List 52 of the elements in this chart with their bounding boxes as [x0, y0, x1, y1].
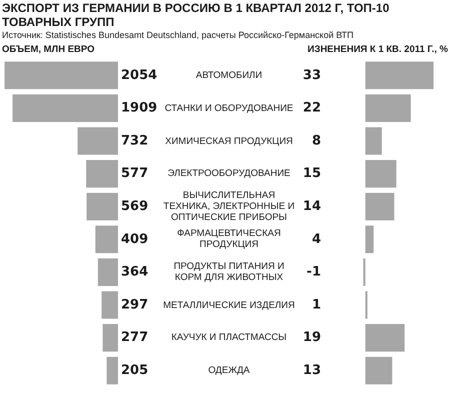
bar: [365, 226, 374, 254]
bar: [102, 324, 118, 352]
bar: [365, 356, 392, 384]
data-label: 1: [312, 297, 321, 312]
x-axis-title: ОБЪЕМ, МЛН ЕВРО: [2, 44, 95, 57]
bar: [86, 160, 118, 188]
data-label: 2054: [121, 68, 158, 83]
bar: [86, 192, 118, 220]
bar: [365, 94, 411, 122]
data-label: 33: [302, 68, 321, 83]
data-label: 732: [121, 133, 148, 148]
bar: [365, 160, 396, 188]
bar: [102, 291, 118, 319]
y-tick-label: КАУЧУК И ПЛАСТМАССЫ: [170, 332, 288, 344]
data-label: 1909: [121, 100, 158, 116]
y-tick-label: ПРОДУКТЫ ПИТАНИЯ И КОРМ ДЛЯ ЖИВОТНЫХ: [172, 261, 286, 284]
y-tick-label: ХИМИЧЕСКАЯ ПРОДУКЦИЯ: [164, 136, 294, 146]
bar: [12, 94, 118, 122]
y-tick-label: СТАНКИ И ОБОРУДОВАНИЕ: [164, 102, 294, 114]
data-label: 8: [312, 133, 321, 148]
data-label: 13: [302, 362, 321, 378]
data-label: 14: [302, 198, 321, 214]
y-tick-label: ЭЛЕКТРООБОРУДОВАНИЕ: [166, 168, 292, 180]
bar: [365, 192, 394, 220]
bar: [4, 62, 118, 90]
y-tick-label: ОДЕЖДА: [207, 365, 251, 376]
bar: [365, 127, 382, 155]
y-tick-label: АВТОМОБИЛИ: [194, 70, 264, 81]
text: ЭКСПОРТ ИЗ ГЕРМАНИИ В РОССИЮ В 1 КВАРТАЛ 2012 Г, ТОП-10 ТОВАРНЫХ ГРУПП: [2, 1, 390, 29]
bar: [98, 258, 118, 286]
data-label: 22: [302, 100, 321, 116]
bar: [78, 127, 118, 155]
data-label: 277: [121, 330, 148, 346]
bar: [365, 62, 434, 90]
y-tick-label: ВЫЧИСЛИТЕЛЬНАЯ ТЕХНИКА, ЭЛЕКТРОННЫЕ И ОПТИЧЕСКИЕ ПРИБОРЫ: [162, 190, 296, 224]
data-label: -1: [306, 264, 321, 280]
data-label: 577: [121, 166, 148, 182]
data-label: 19: [302, 330, 321, 346]
bar: [365, 324, 405, 352]
x-axis-title: ИЗНЕНЕНИЯ К 1 КВ. 2011 Г., %: [308, 44, 448, 57]
bar: [106, 356, 118, 384]
data-label: 205: [121, 362, 148, 378]
data-label: 297: [121, 297, 148, 312]
data-label: 569: [121, 198, 148, 214]
y-tick-label: МЕТАЛЛИЧЕСКИЕ ИЗДЕЛИЯ: [162, 300, 296, 310]
bar: [95, 226, 118, 254]
data-label: 4: [312, 232, 321, 247]
data-label: 364: [121, 264, 148, 280]
y-tick-label: ФАРМАЦЕВТИЧЕСКАЯ ПРОДУКЦИЯ: [176, 228, 282, 250]
data-label: 15: [302, 166, 321, 182]
text: Источник: Statistisches Bundesamt Deutschland, расчеты Российско-Германской ВТП: [2, 29, 354, 41]
data-label: 409: [121, 232, 148, 247]
